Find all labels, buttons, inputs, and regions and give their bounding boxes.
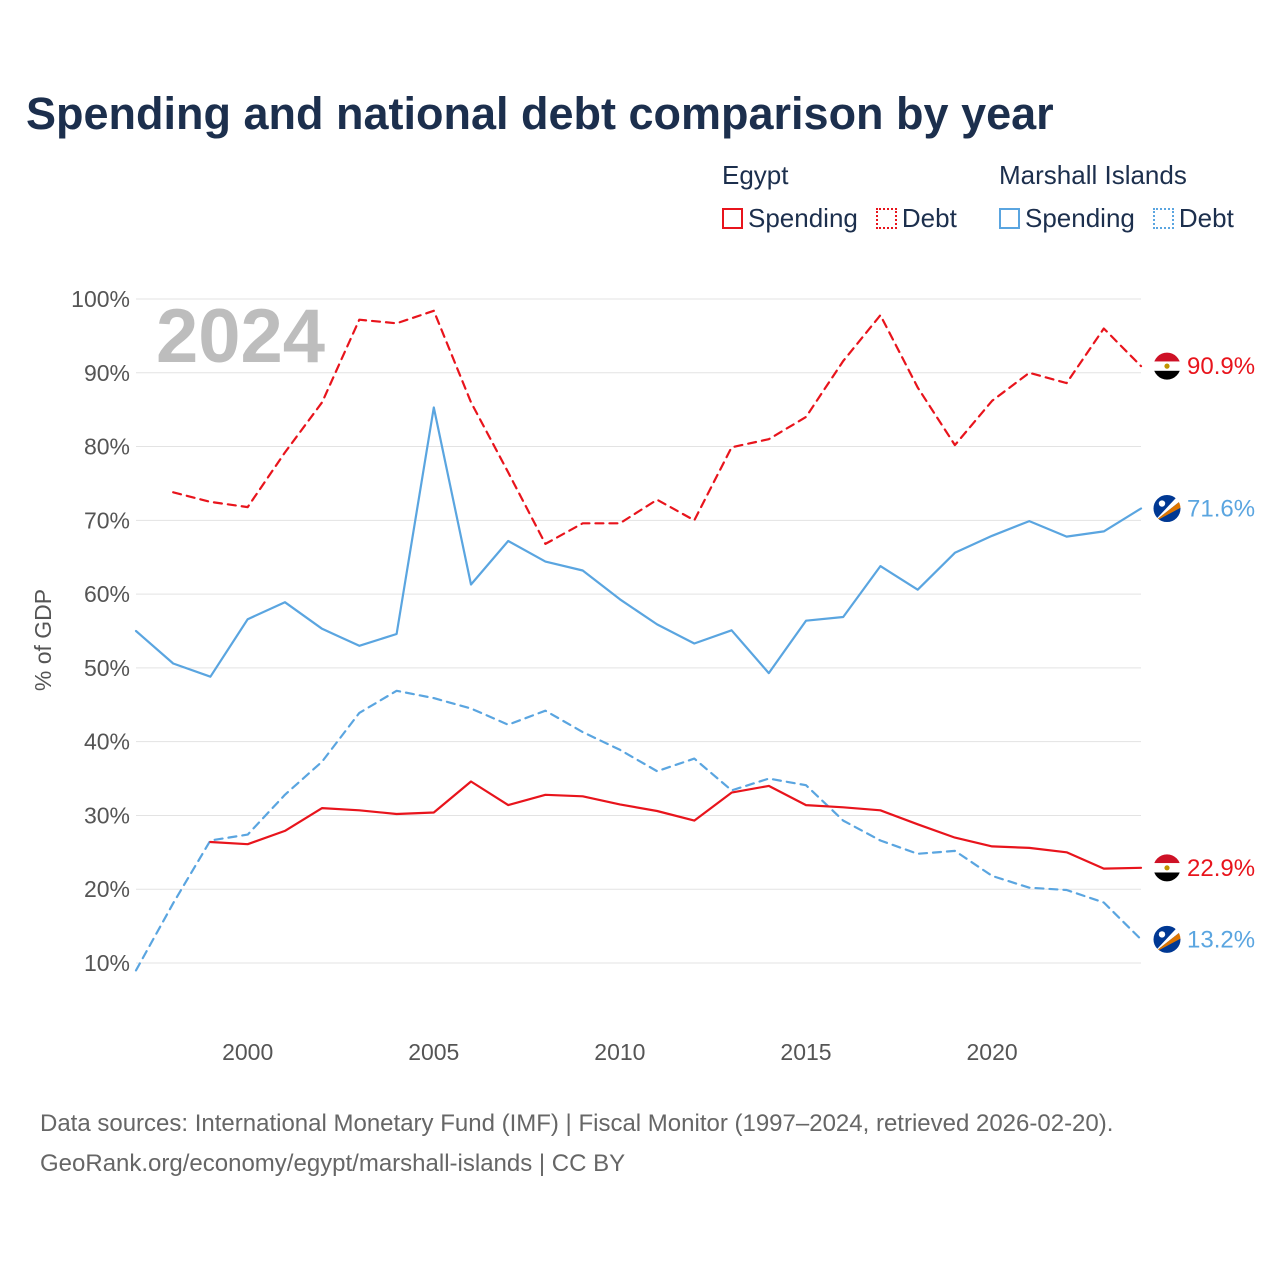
end-value-label: 13.2% bbox=[1187, 926, 1255, 953]
series-line-egypt-debt[interactable] bbox=[172, 309, 1143, 546]
y-tick-label: 70% bbox=[84, 507, 130, 533]
x-tick-label: 2015 bbox=[780, 1039, 831, 1065]
legend-label-debt: Debt bbox=[1178, 203, 1234, 233]
legend-label-spending: Spending bbox=[1025, 203, 1135, 233]
source-line: Data sources: International Monetary Fun… bbox=[40, 1110, 1114, 1137]
y-tick-label: 50% bbox=[84, 655, 130, 681]
source-url[interactable]: GeoRank.org/economy/egypt/marshall-islan… bbox=[40, 1150, 626, 1177]
solid-swatch-icon bbox=[999, 208, 1020, 229]
egypt-flag-icon bbox=[1152, 853, 1182, 883]
x-tick-label: 2010 bbox=[594, 1039, 645, 1065]
legend-group-marshall-islands: Marshall Islands Spending Debt bbox=[999, 160, 1252, 234]
year-watermark: 2024 bbox=[156, 294, 325, 379]
series-lines bbox=[134, 309, 1143, 972]
legend-country-marshall-islands: Marshall Islands bbox=[999, 160, 1187, 190]
series-line-marshall-islands-spending[interactable] bbox=[134, 406, 1143, 678]
y-tick-label: 10% bbox=[84, 950, 130, 976]
x-tick-label: 2020 bbox=[967, 1039, 1018, 1065]
series-line-egypt-spending[interactable] bbox=[209, 780, 1143, 870]
legend-country-egypt: Egypt bbox=[722, 160, 789, 190]
y-tick-label: 90% bbox=[84, 360, 130, 386]
gridlines bbox=[136, 298, 1141, 964]
legend-label-spending: Spending bbox=[748, 203, 858, 233]
marshall-islands-flag-icon bbox=[1152, 494, 1182, 524]
marshall-islands-flag-icon bbox=[1152, 924, 1182, 954]
y-axis-label: % of GDP bbox=[30, 589, 56, 691]
axes: 10% 20% 30% 40% 50% 60% 70% 80% 90% 100% 2000 2005 2… bbox=[71, 286, 1018, 1065]
legend-item-egypt-debt[interactable]: Debt bbox=[875, 203, 957, 234]
chart-title: Spending and national debt comparison by… bbox=[26, 88, 1054, 139]
end-value-label: 71.6% bbox=[1187, 496, 1255, 523]
end-labels: 90.9% 71.6% 13.2% 22.9% bbox=[1152, 351, 1255, 954]
y-tick-label: 100% bbox=[71, 286, 130, 312]
solid-swatch-icon bbox=[722, 208, 743, 229]
legend-item-marshall-spending[interactable]: Spending bbox=[999, 203, 1135, 234]
dotted-swatch-icon bbox=[875, 208, 897, 229]
end-value-label: 22.9% bbox=[1187, 855, 1255, 882]
y-tick-label: 20% bbox=[84, 876, 130, 902]
egypt-flag-icon bbox=[1152, 351, 1182, 381]
y-tick-label: 80% bbox=[84, 434, 130, 460]
source-note: Data sources: International Monetary Fun… bbox=[40, 1104, 1113, 1184]
x-tick-label: 2000 bbox=[222, 1039, 273, 1065]
y-tick-label: 40% bbox=[84, 729, 130, 755]
legend-label-debt: Debt bbox=[901, 203, 957, 233]
legend-group-egypt: Egypt Spending Debt bbox=[722, 160, 975, 234]
x-tick-label: 2005 bbox=[408, 1039, 459, 1065]
dotted-swatch-icon bbox=[1152, 208, 1174, 229]
series-line-marshall-islands-debt[interactable] bbox=[134, 689, 1143, 972]
end-value-label: 90.9% bbox=[1187, 353, 1255, 380]
y-tick-label: 30% bbox=[84, 802, 130, 828]
y-tick-label: 60% bbox=[84, 581, 130, 607]
legend-item-marshall-debt[interactable]: Debt bbox=[1152, 203, 1234, 234]
legend-item-egypt-spending[interactable]: Spending bbox=[722, 203, 858, 234]
